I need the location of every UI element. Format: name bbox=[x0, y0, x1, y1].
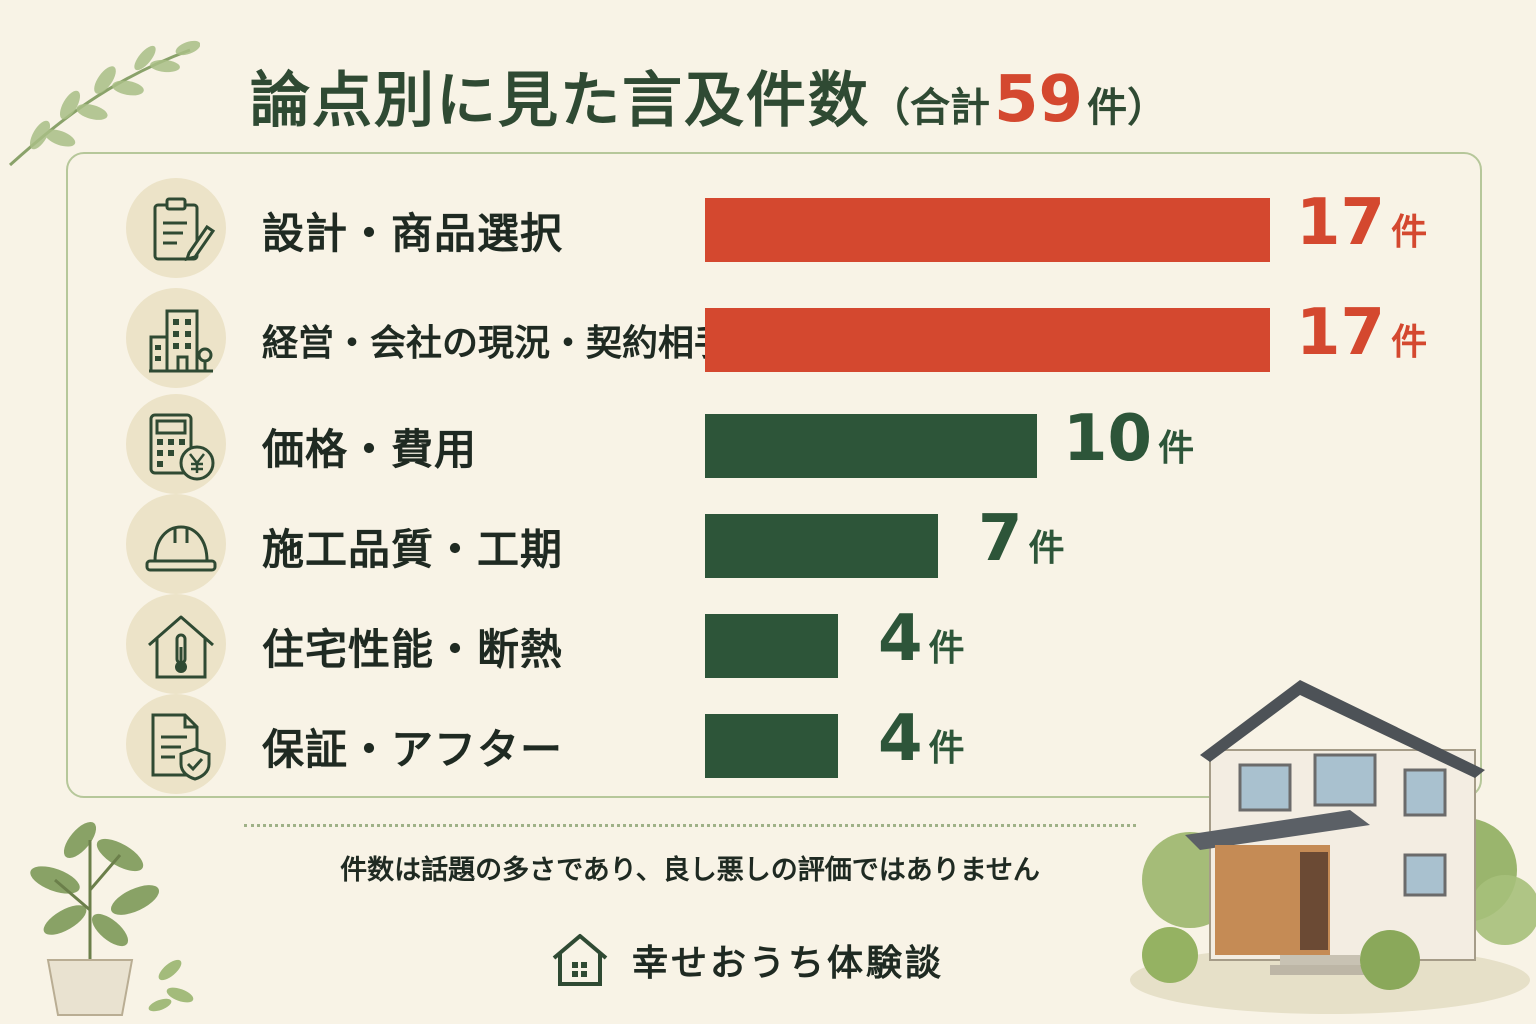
data-label: 17 件 bbox=[1296, 186, 1427, 260]
bar-row: 設計・商品選択 17 件 bbox=[0, 178, 1536, 278]
footnote: 件数は話題の多さであり、良し悪しの評価ではありません bbox=[340, 855, 1040, 886]
title-text: 論点別に見た言及件数 bbox=[250, 66, 870, 136]
bar bbox=[705, 514, 938, 578]
data-label-unit: 件 bbox=[1028, 528, 1065, 569]
data-label-value: 17 bbox=[1296, 186, 1386, 260]
data-label-value: 10 bbox=[1063, 402, 1153, 476]
data-label-unit: 件 bbox=[928, 628, 965, 669]
total-unit: 件 bbox=[1087, 85, 1128, 131]
total-label: 合計 bbox=[910, 85, 990, 131]
category-label: 価格・費用 bbox=[262, 425, 478, 474]
clipboard-pencil-icon bbox=[153, 197, 216, 262]
bar bbox=[705, 308, 1270, 372]
category-icon-badge bbox=[126, 394, 226, 494]
leaf-branch-icon bbox=[8, 40, 200, 167]
bar-row: 保証・アフター 4 件 bbox=[0, 694, 1536, 794]
data-label-value: 4 bbox=[878, 602, 923, 676]
house-logo-icon bbox=[552, 934, 608, 986]
category-label: 施工品質・工期 bbox=[262, 525, 564, 574]
category-icon-badge bbox=[126, 594, 226, 694]
bar bbox=[705, 414, 1037, 478]
bar-row: 価格・費用 10 件 bbox=[0, 394, 1536, 494]
divider bbox=[244, 824, 1136, 827]
house-illustration-icon bbox=[1130, 680, 1536, 1014]
house-thermometer-icon bbox=[148, 615, 214, 679]
data-label-unit: 件 bbox=[1158, 428, 1195, 469]
title-paren-open: （ bbox=[870, 85, 910, 131]
bar-row: 住宅性能・断熱 4 件 bbox=[0, 594, 1536, 694]
bar bbox=[705, 714, 838, 778]
title-paren-close: ） bbox=[1127, 85, 1168, 131]
chart-panel bbox=[66, 152, 1482, 798]
office-building-icon bbox=[149, 309, 213, 373]
category-label: 保証・アフター bbox=[262, 725, 564, 774]
hard-hat-icon bbox=[145, 525, 217, 572]
category-icon-badge bbox=[126, 494, 226, 594]
category-label: 住宅性能・断熱 bbox=[262, 625, 564, 674]
data-label-unit: 件 bbox=[928, 728, 965, 769]
brand-name: 幸せおうち体験談 bbox=[632, 943, 945, 984]
data-label: 17 件 bbox=[1296, 296, 1427, 370]
category-icon-badge bbox=[126, 288, 226, 388]
category-icon-badge bbox=[126, 178, 226, 278]
calculator-yen-icon bbox=[149, 413, 215, 481]
bar bbox=[705, 614, 838, 678]
data-label-value: 7 bbox=[978, 502, 1023, 576]
bar bbox=[705, 198, 1270, 262]
data-label-value: 4 bbox=[878, 702, 923, 776]
document-shield-icon bbox=[151, 713, 211, 781]
category-icon-badge bbox=[126, 694, 226, 794]
data-label: 10 件 bbox=[1063, 402, 1194, 476]
category-label: 経営・会社の現況・契約相手 bbox=[262, 323, 731, 364]
data-label-value: 17 bbox=[1296, 296, 1386, 370]
potted-plant-icon bbox=[30, 821, 194, 1016]
chart-title: 論点別に見た言及件数 （ 合計 59 件 ） bbox=[250, 52, 1168, 137]
data-label-unit: 件 bbox=[1391, 212, 1428, 253]
brand: 幸せおうち体験談 bbox=[550, 930, 944, 990]
bar-row: 施工品質・工期 7 件 bbox=[0, 494, 1536, 594]
data-label-unit: 件 bbox=[1391, 322, 1428, 363]
category-label: 設計・商品選択 bbox=[262, 209, 564, 258]
bar-row: 経営・会社の現況・契約相手 17 件 bbox=[0, 288, 1536, 388]
total-value: 59 bbox=[994, 63, 1084, 137]
